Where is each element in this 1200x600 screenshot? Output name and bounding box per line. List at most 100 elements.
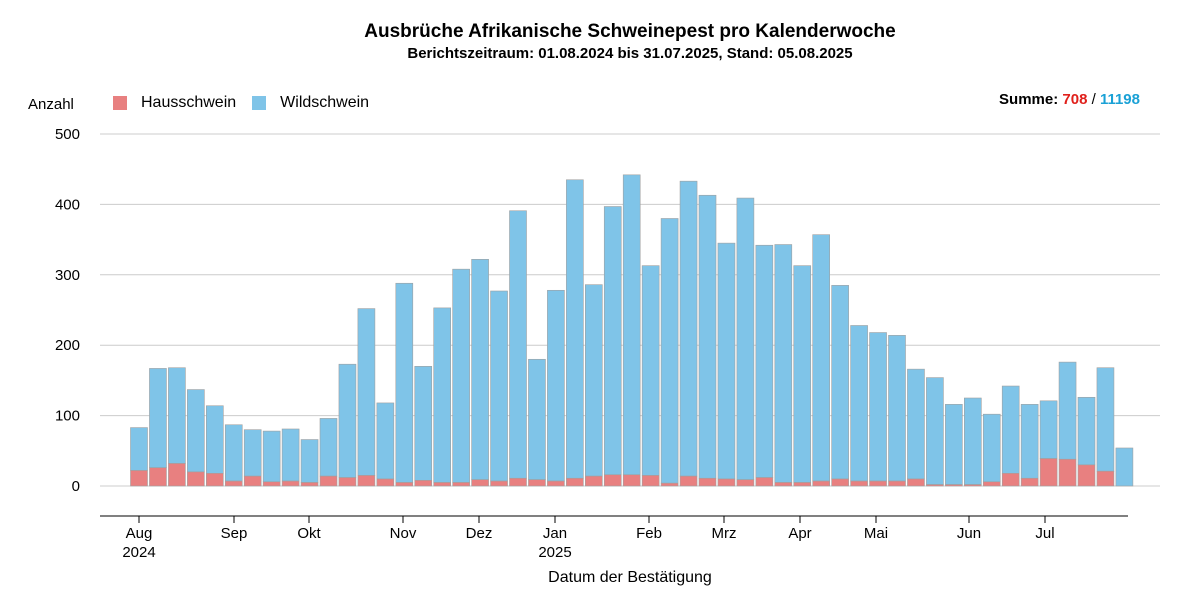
bar-hausschwein <box>357 475 376 487</box>
bar-hausschwein <box>509 477 527 487</box>
bar-wildschwein <box>414 366 433 481</box>
bar-hausschwein <box>603 474 622 487</box>
bar-hausschwein <box>622 474 641 487</box>
bar-wildschwein <box>452 268 470 483</box>
bar-wildschwein <box>850 325 868 482</box>
bar-wildschwein <box>869 332 887 482</box>
bar-wildschwein <box>471 259 489 480</box>
x-tick-label: Nov <box>390 525 417 542</box>
bar-wildschwein <box>641 265 660 476</box>
bar-hausschwein <box>1001 473 1020 487</box>
legend-label-wildschwein: Wildschwein <box>280 94 370 111</box>
bar-hausschwein <box>206 473 224 487</box>
x-tick-label: Jul <box>1035 525 1054 542</box>
bar-wildschwein <box>262 430 281 483</box>
bar-hausschwein <box>850 480 868 487</box>
bar-hausschwein <box>717 478 736 487</box>
legend-label-hausschwein: Hausschwein <box>141 94 237 111</box>
bar-hausschwein <box>963 484 982 487</box>
summary-wild-total: 11198 <box>1099 91 1140 108</box>
bar-wildschwein <box>755 244 774 478</box>
x-tick-year-label: 2025 <box>538 544 571 561</box>
x-tick-label: Jan <box>543 525 567 542</box>
bar-hausschwein <box>319 475 338 487</box>
bar-hausschwein <box>224 480 243 487</box>
bar-wildschwein <box>812 234 831 482</box>
bar-wildschwein <box>1020 404 1039 479</box>
bar-hausschwein <box>243 475 262 487</box>
bar-wildschwein <box>679 180 698 477</box>
bar-hausschwein <box>982 481 1001 487</box>
bar-wildschwein <box>168 367 186 464</box>
bar-hausschwein <box>641 475 660 487</box>
bar-wildschwein <box>357 308 376 476</box>
bar-hausschwein <box>547 480 565 487</box>
bar-hausschwein <box>490 480 508 487</box>
bar-hausschwein <box>831 478 849 487</box>
y-tick-label: 0 <box>72 478 80 495</box>
legend-item-hausschwein: Hausschwein <box>113 94 236 112</box>
bar-wildschwein <box>945 404 963 485</box>
bar-wildschwein <box>224 424 243 482</box>
bar-wildschwein <box>603 206 622 476</box>
bar-hausschwein <box>1020 477 1039 487</box>
bar-hausschwein <box>755 477 774 487</box>
bar-wildschwein <box>1058 361 1077 460</box>
bar-wildschwein <box>338 363 357 478</box>
bar-hausschwein <box>281 480 300 487</box>
legend-item-wildschwein: Wildschwein <box>252 94 369 112</box>
bar-wildschwein <box>774 244 793 483</box>
bar-hausschwein <box>471 479 489 487</box>
bar-wildschwein <box>1096 367 1115 472</box>
bar-hausschwein <box>262 481 281 487</box>
bar-wildschwein <box>509 210 527 479</box>
y-tick-label: 100 <box>55 408 80 425</box>
summary-haus-total: 708 <box>1062 91 1088 108</box>
bar-wildschwein <box>528 358 546 480</box>
bar-hausschwein <box>338 477 357 487</box>
bar-hausschwein <box>926 484 944 487</box>
bar-hausschwein <box>812 480 831 487</box>
bar-wildschwein <box>243 429 262 477</box>
x-tick-label: Okt <box>297 525 321 542</box>
bar-wildschwein <box>1115 447 1134 487</box>
bar-hausschwein <box>888 480 906 487</box>
bar-wildschwein <box>793 265 812 483</box>
bar-hausschwein <box>698 477 717 487</box>
summary-separator: / <box>1091 91 1096 108</box>
x-tick-label: Mrz <box>712 525 737 542</box>
bar-wildschwein <box>698 194 717 479</box>
bar-wildschwein <box>831 285 849 480</box>
bar-hausschwein <box>736 479 755 487</box>
bar-wildschwein <box>149 368 167 468</box>
bar-hausschwein <box>1058 458 1077 487</box>
legend-swatch-wildschwein <box>252 96 267 110</box>
bar-wildschwein <box>281 428 300 482</box>
legend-swatch-hausschwein <box>113 96 127 110</box>
bar-wildschwein <box>622 174 641 476</box>
bar-hausschwein <box>869 480 887 487</box>
bar-wildschwein <box>395 282 414 483</box>
bar-hausschwein <box>395 482 414 487</box>
bar-wildschwein <box>433 307 452 483</box>
x-tick-label: Jun <box>957 525 981 542</box>
bar-hausschwein <box>376 478 395 487</box>
bar-wildschwein <box>717 242 736 480</box>
chart-subtitle: Berichtszeitraum: 01.08.2024 bis 31.07.2… <box>407 45 853 62</box>
bar-wildschwein <box>130 427 148 471</box>
y-tick-label: 500 <box>55 126 80 143</box>
bar-hausschwein <box>433 482 452 487</box>
y-tick-label: 200 <box>55 337 80 354</box>
bar-hausschwein <box>528 479 546 487</box>
bar-hausschwein <box>149 467 167 487</box>
bar-wildschwein <box>319 418 338 477</box>
y-tick-label: 400 <box>55 196 80 213</box>
bar-wildschwein <box>1001 385 1020 474</box>
bar-wildschwein <box>584 284 603 477</box>
bar-hausschwein <box>660 482 679 487</box>
bar-hausschwein <box>584 475 603 487</box>
x-tick-label: Sep <box>221 525 248 542</box>
chart-title: Ausbrüche Afrikanische Schweinepest pro … <box>364 21 896 42</box>
bar-hausschwein <box>187 471 205 487</box>
legend: Hausschwein Wildschwein <box>113 94 385 112</box>
